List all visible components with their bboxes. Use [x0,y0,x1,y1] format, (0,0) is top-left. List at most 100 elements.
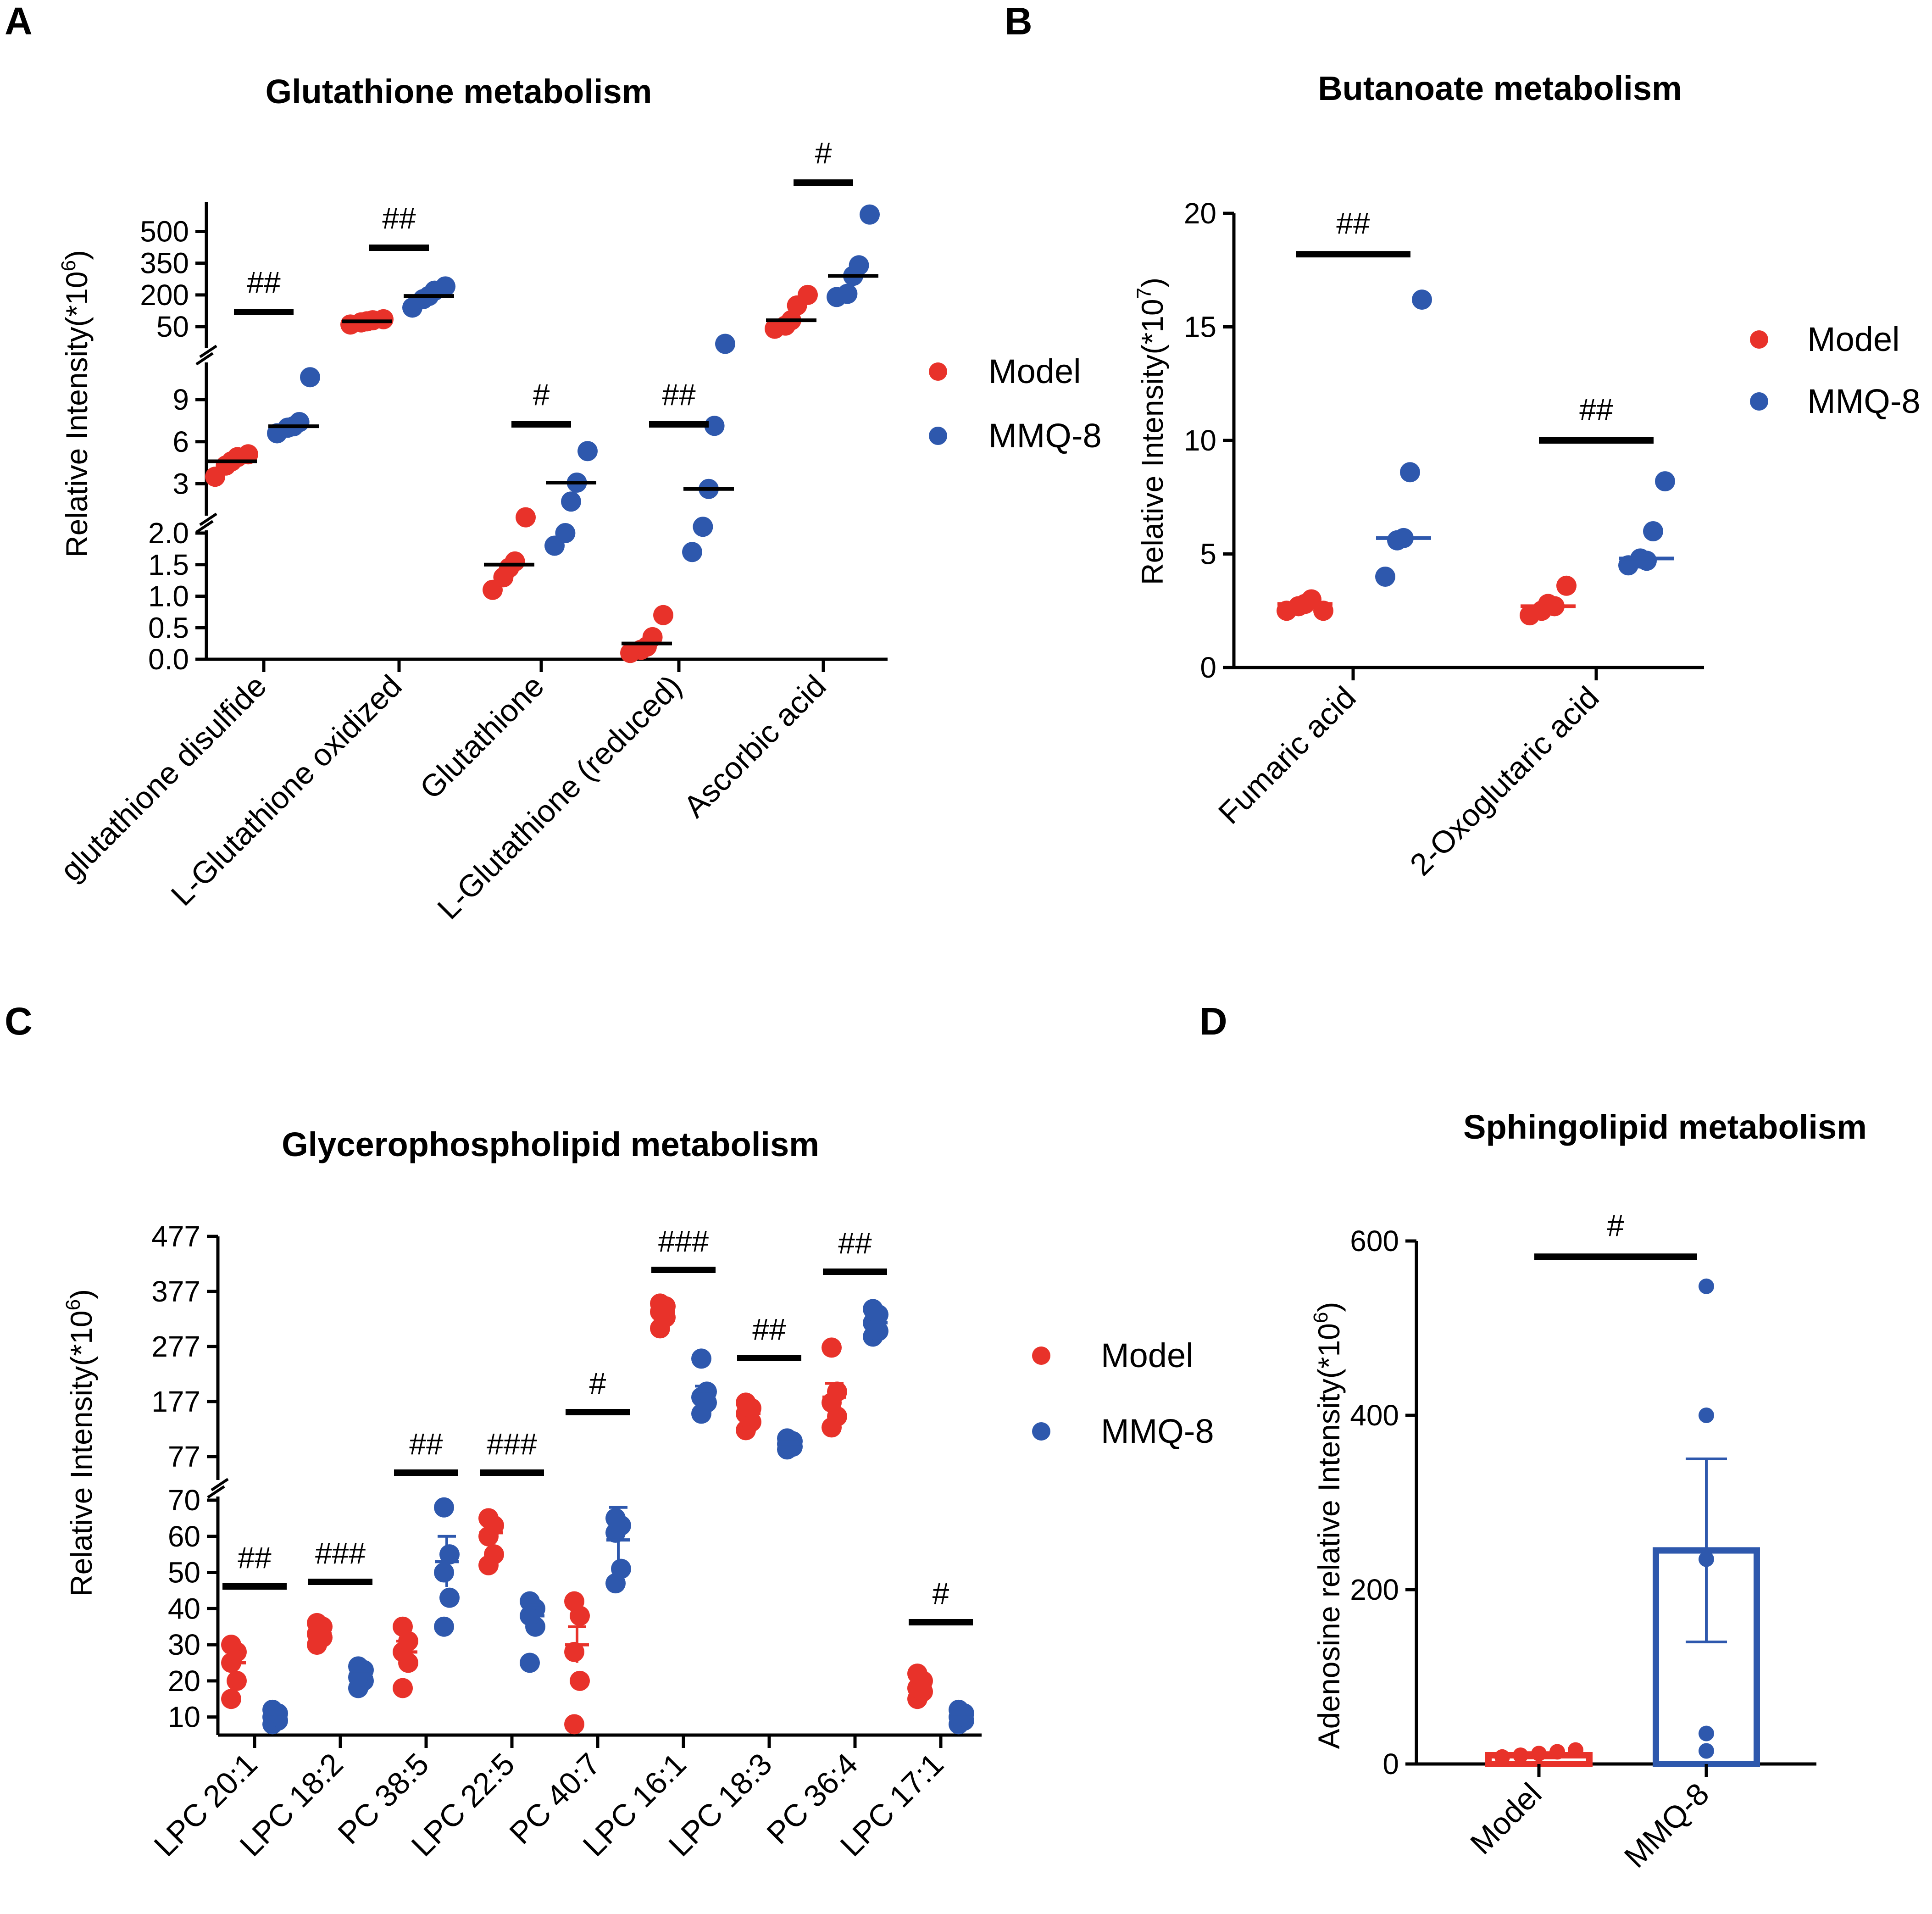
panel-a-letter: A [5,0,33,43]
y-tick-label: 200 [140,278,189,312]
axis-break-stroke2 [211,1478,229,1491]
panel-b-x-categories: Fumaric acid 2-Oxoglutaric acid [1212,668,1606,882]
y-tick-label: 0 [1200,651,1216,684]
significance-label: ## [662,378,696,412]
mmq-point [1699,1278,1714,1294]
mmq-point [1699,1743,1714,1759]
y-tick-label: 500 [140,215,189,248]
model-point [1549,1744,1565,1760]
mmq-point [434,1562,454,1583]
panel-a-legend: Model MMQ-8 [929,352,1102,455]
y-tick-label: 77 [168,1440,200,1473]
model-point [238,444,258,465]
significance-label: ## [382,201,416,235]
y-tick-label: 6 [172,425,189,458]
model-point [653,605,673,625]
mmq-point [435,276,455,297]
y-tick-label: 70 [168,1484,200,1517]
significance-label: # [1607,1208,1624,1242]
mmq-point [1375,567,1395,587]
y-tick-label: 20 [168,1664,200,1697]
x-category-label: L-Glutathione (reduced) [431,668,688,926]
panel-a-significance: ##### ### [234,136,853,428]
mmq-point [439,1544,460,1565]
model-point [227,1670,247,1691]
y-tick-label: 177 [151,1385,200,1418]
model-point [505,551,525,572]
y-tick-label: 3 [172,467,189,500]
panel-c-legend: Model MMQ-8 [1032,1336,1214,1450]
panel-b-significance: ## ## [1296,206,1654,444]
model-point [516,507,536,528]
mmq-point [837,284,858,304]
panel-b: B Butanoate metabolism Relative Intensit… [1005,0,1704,882]
model-point [484,1544,504,1565]
model-point [1494,1749,1510,1765]
y-tick-label: 0 [1382,1747,1399,1780]
significance-label: ## [238,1541,272,1575]
x-category-label: MMQ-8 [1618,1776,1716,1875]
axis-break-1-gap [196,516,217,530]
significance-label: ## [1336,206,1370,240]
y-tick-label: 377 [151,1275,200,1308]
x-category-label: Fumaric acid [1212,680,1363,831]
mmq-point [348,1656,368,1677]
panel-b-letter: B [1005,0,1033,43]
legend-mmq-marker [1750,392,1768,411]
axis-break-2-stroke1 [195,352,214,366]
significance-label: # [589,1366,606,1400]
mmq-point [949,1699,969,1720]
model-point [307,1613,327,1633]
significance-label: ## [409,1427,443,1461]
panel-c-letter: C [5,1000,33,1043]
axis-break-2 [195,345,217,366]
panel-b-y-ticks: 0 5 10 15 20 [1184,197,1234,684]
x-category-label: 2-Oxoglutaric acid [1403,680,1605,882]
model-point [570,1670,590,1691]
mmq-point [611,1558,631,1579]
axis-break-2-gap [196,348,217,362]
mmq-point [1699,1725,1714,1742]
mmq-point [561,491,581,512]
model-point [1556,575,1577,596]
legend-mmq-label: MMQ-8 [1101,1412,1214,1450]
panel-a-data-marks [205,204,880,663]
mmq-point [289,412,310,432]
mmq-point [439,1587,460,1608]
x-category-label: Model [1464,1776,1549,1861]
legend-model-label: Model [988,352,1081,390]
mmq-point [704,416,725,436]
y-tick-label: 60 [168,1520,200,1553]
y-tick-label: 477 [151,1220,200,1253]
panel-b-title: Butanoate metabolism [1318,69,1682,107]
y-tick-label: 40 [168,1592,200,1625]
y-tick-label: 10 [168,1701,200,1734]
model-point [650,1293,670,1314]
model-point [564,1641,584,1662]
panel-d-title: Sphingolipid metabolism [1463,1108,1867,1146]
panel-d-y-ticks: 0 200 400 600 [1350,1224,1416,1780]
panel-d-y-axis-label: Adenosine relative Intensity(*106) [1310,1302,1346,1749]
y-tick-label: 400 [1350,1399,1399,1432]
model-point [221,1635,241,1655]
mmq-point [697,1381,717,1402]
significance-label: ## [1579,392,1613,426]
model-point [798,284,818,305]
mmq-point [577,441,598,462]
axis-break-1-stroke2 [199,512,217,526]
y-tick-label: 350 [140,247,189,280]
y-tick-label: 50 [156,310,189,343]
model-point [1513,1747,1528,1763]
mmq-point [434,1616,454,1637]
legend-mmq-label: MMQ-8 [988,417,1102,455]
y-tick-label: 1.0 [148,580,189,613]
axis-break-1 [195,512,217,534]
mmq-point [715,334,735,354]
axis-break-1-stroke1 [195,520,214,534]
model-point [822,1337,842,1358]
legend-mmq-label: MMQ-8 [1807,382,1921,420]
